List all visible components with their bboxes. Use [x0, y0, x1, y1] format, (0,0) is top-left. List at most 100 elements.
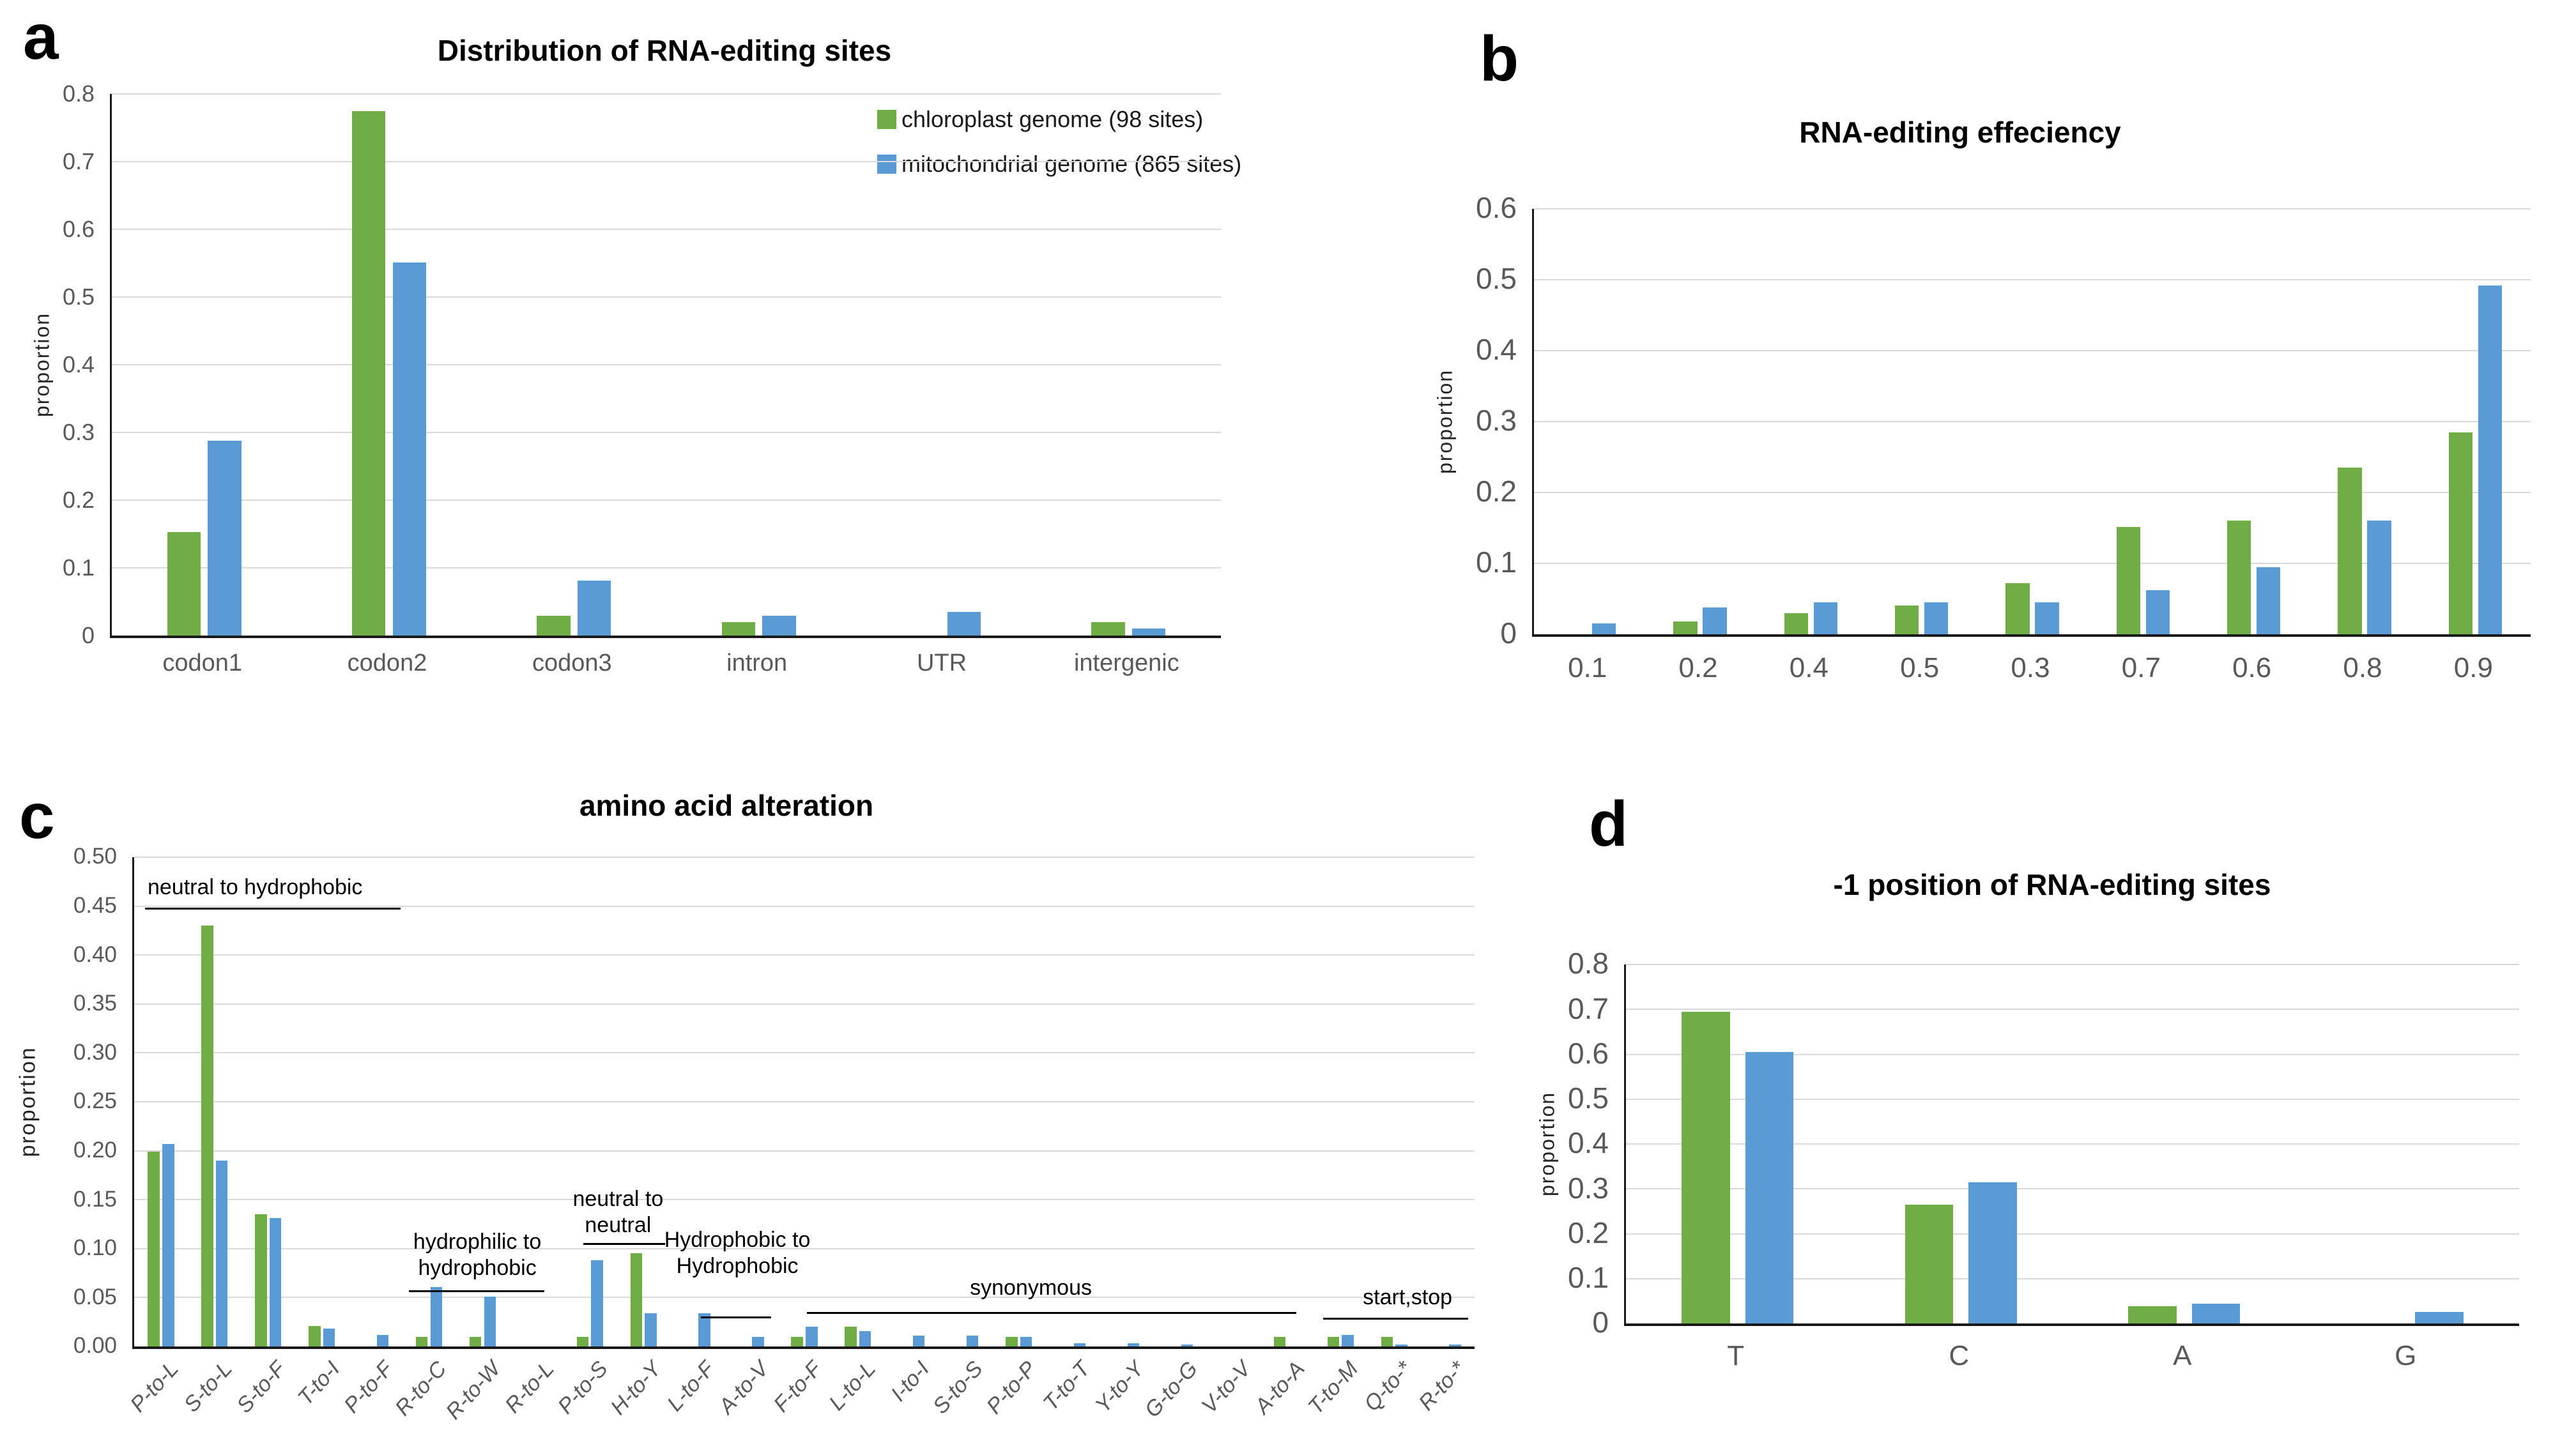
x-tick-label: codon2: [347, 650, 427, 676]
y-tick-label: 0.4: [1476, 333, 1517, 367]
panel-d: d -1 position of RNA-editing sites propo…: [1533, 720, 2576, 1441]
legend-label-mitochondrial: mitochondrial genome (865 sites): [901, 150, 1242, 177]
y-tick-label: 0.5: [62, 283, 95, 310]
bar-mitochondrial-F-to-F: [806, 1327, 818, 1346]
panel-c-plot-area: neutral to hydrophobic hydrophilic to hydr…: [132, 857, 1475, 1349]
gridline: [134, 857, 1475, 858]
bar-mitochondrial-0.8: [2367, 521, 2391, 634]
bar-chloroplast-P-to-P: [1006, 1336, 1018, 1346]
y-tick-label: 0.2: [1476, 475, 1517, 508]
gridline: [1534, 563, 2531, 564]
bar-chloroplast-0.5: [1895, 605, 1919, 634]
y-tick-label: 0.2: [62, 486, 95, 513]
bar-mitochondrial-codon3: [578, 581, 611, 636]
bar-mitochondrial-R-to-C: [430, 1286, 443, 1346]
y-tick-label: 0.7: [1568, 991, 1609, 1025]
x-tick-label-text: Y-to-Y: [1090, 1357, 1149, 1418]
annotation-underline: [807, 1311, 1296, 1314]
x-tick-label: 0.7: [2121, 652, 2161, 683]
bar-mitochondrial-A-to-V: [752, 1336, 764, 1346]
x-tick-label: UTR: [916, 650, 967, 676]
y-tick-label: 0.30: [73, 1039, 117, 1065]
legend-row-chloroplast: chloroplast genome (98 sites): [877, 107, 1241, 132]
bar-mitochondrial-intergenic: [1132, 629, 1166, 636]
x-tick-label-text: L-to-F: [663, 1357, 720, 1416]
x-tick-label: codon3: [532, 650, 612, 676]
x-tick-label: 0.8: [2343, 652, 2382, 683]
annotation-line-text: neutral to hydrophobic: [147, 875, 363, 900]
annotation-line-text: hydrophilic to: [413, 1229, 542, 1254]
y-tick-label: 0.3: [62, 418, 95, 445]
bar-chloroplast-A: [2128, 1306, 2177, 1323]
gridline: [1534, 491, 2531, 493]
bar-mitochondrial-codon2: [392, 262, 426, 636]
panel-a-title: Distribution of RNA-editing sites: [437, 34, 892, 67]
bar-chloroplast-P-to-S: [576, 1336, 589, 1346]
annotation: neutral to neutral: [572, 1186, 663, 1239]
bar-chloroplast-P-to-L: [148, 1152, 160, 1346]
bar-chloroplast-0.2: [1673, 621, 1698, 634]
bar-chloroplast-C: [1905, 1204, 1954, 1323]
gridline: [1626, 964, 2519, 965]
x-tick-label-text: R-to-W: [441, 1357, 505, 1424]
y-tick-label: 0: [81, 621, 95, 648]
bar-chloroplast-0.8: [2338, 468, 2362, 634]
gridline: [1534, 349, 2531, 351]
x-tick-label-text: A-to-A: [1250, 1357, 1310, 1419]
y-tick-label: 0.4: [1568, 1126, 1609, 1160]
y-tick-label: 0.8: [1568, 947, 1609, 980]
bar-mitochondrial-G: [2415, 1312, 2464, 1323]
panel-d-title: -1 position of RNA-editing sites: [1833, 868, 2271, 901]
legend-label-chloroplast: chloroplast genome (98 sites): [901, 106, 1204, 132]
gridline: [134, 1003, 1475, 1005]
legend-swatch-chloroplast: [877, 110, 896, 129]
annotation-underline: [409, 1290, 544, 1292]
panel-a-plot-area: chloroplast genome (98 sites) mitochondr…: [110, 93, 1241, 638]
panel-c: c amino acid alteration proportion neutr…: [0, 720, 1546, 1441]
bar-chloroplast-T-to-I: [309, 1325, 321, 1346]
panel-d-plot-area: [1624, 964, 2519, 1326]
gridline: [1626, 1098, 2519, 1100]
y-tick-label: 0.3: [1568, 1171, 1609, 1205]
bar-mitochondrial-P-to-L: [162, 1143, 174, 1346]
x-tick-label: 0.6: [2232, 652, 2272, 683]
bar-mitochondrial-P-to-P: [1020, 1336, 1032, 1346]
x-tick-label: 0.2: [1678, 652, 1718, 683]
annotation-line-text: synonymous: [970, 1276, 1092, 1300]
y-tick-label: 0.50: [73, 844, 117, 869]
bar-mitochondrial-0.7: [2145, 590, 2170, 634]
bar-chloroplast-L-to-L: [845, 1327, 857, 1346]
x-tick-label: 0.4: [1789, 652, 1828, 683]
annotation-underline: [701, 1316, 771, 1318]
gridline: [112, 296, 1221, 298]
annotation: neutral to hydrophobic: [148, 874, 362, 901]
gridline: [1626, 1053, 2519, 1055]
x-tick-label: intron: [726, 650, 788, 676]
bar-mitochondrial-P-to-F: [376, 1334, 389, 1346]
annotation-line-text: neutral: [585, 1213, 652, 1238]
x-tick-label-text: P-to-S: [553, 1357, 613, 1419]
bar-chloroplast-0.4: [1784, 613, 1808, 634]
gridline: [1626, 1233, 2519, 1235]
gridline: [1534, 278, 2531, 280]
annotation: start,stop: [1363, 1285, 1452, 1311]
x-tick-label-text: A-to-V: [714, 1357, 774, 1419]
annotation-line-text: Hydrophobic: [676, 1254, 799, 1279]
gridline: [134, 1101, 1475, 1102]
annotation-underline: [1322, 1317, 1468, 1320]
x-tick-label: 0.5: [1900, 652, 1940, 683]
panel-c-title: amino acid alteration: [579, 789, 874, 822]
bar-mitochondrial-0.9: [2478, 285, 2502, 634]
x-tick-label-text: T-to-I: [293, 1357, 344, 1410]
bar-chloroplast-intergenic: [1091, 621, 1125, 636]
bar-mitochondrial-0.6: [2257, 567, 2281, 634]
gridline: [112, 499, 1221, 501]
gridline: [1626, 1143, 2519, 1145]
y-tick-label: 0.5: [1568, 1081, 1609, 1115]
x-tick-label-text: L-to-L: [824, 1357, 881, 1415]
gridline: [1626, 1009, 2519, 1010]
bar-mitochondrial-R-to-*: [1449, 1344, 1461, 1346]
annotation: synonymous: [970, 1275, 1092, 1301]
gridline: [112, 364, 1221, 365]
annotation: Hydrophobic to Hydrophobic: [664, 1227, 811, 1280]
